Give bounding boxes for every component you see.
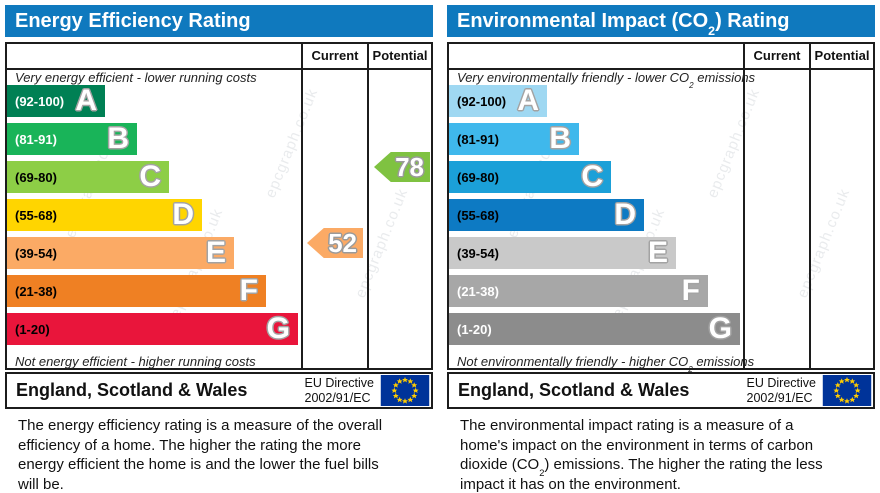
- eu-directive-label: EU Directive 2002/91/EC: [304, 375, 374, 405]
- band-row-E: (39-54) E: [449, 237, 873, 275]
- band-bar-E: (39-54) E: [449, 237, 676, 269]
- band-bar-F: (21-38) F: [449, 275, 708, 307]
- band-letter: D: [172, 198, 194, 231]
- bottom-note: Not energy efficient - higher running co…: [15, 354, 256, 369]
- current-column-header: Current: [311, 48, 359, 63]
- region-footer: England, Scotland & Wales EU Directive 20…: [447, 372, 875, 409]
- potential-column-divider: [809, 44, 811, 368]
- band-letter: D: [614, 198, 636, 231]
- band-row-B: (81-91) B: [7, 123, 431, 161]
- chart-body: Very energy efficient - lower running co…: [7, 70, 431, 369]
- band-range-label: (21-38): [15, 283, 57, 299]
- band-row-A: (92-100) A: [449, 85, 873, 123]
- co2-rating-chart: epcgraph.co.uk epcgraph.co.uk epcgraph.c…: [447, 42, 875, 374]
- band-letter: A: [75, 84, 97, 117]
- energy-rating-description: The energy efficiency rating is a measur…: [18, 417, 383, 493]
- potential-column-header: Potential: [372, 48, 428, 63]
- potential-column-header: Potential: [814, 48, 870, 63]
- current-column-divider: [301, 44, 303, 368]
- band-row-F: (21-38) F: [449, 275, 873, 313]
- band-letter: F: [239, 274, 258, 307]
- energy-efficiency-panel: Energy Efficiency Rating epcgraph.co.uk …: [5, 5, 433, 493]
- band-row-G: (1-20) G: [449, 313, 873, 351]
- band-row-D: (55-68) D: [7, 199, 431, 237]
- band-range-label: (39-54): [457, 245, 499, 261]
- top-note: Very environmentally friendly - lower CO…: [457, 70, 756, 90]
- band-letter: E: [647, 236, 668, 269]
- band-range-label: (55-68): [457, 207, 499, 223]
- band-bar-A: (92-100) A: [449, 85, 547, 117]
- band-bar-C: (69-80) C: [449, 161, 611, 193]
- current-column-header: Current: [753, 48, 801, 63]
- title-text: Energy Efficiency Rating: [15, 10, 251, 32]
- band-bar-F: (21-38) F: [7, 275, 266, 307]
- band-bar-B: (81-91) B: [7, 123, 137, 155]
- potential-rating-value: 78: [395, 151, 424, 182]
- band-range-label: (1-20): [15, 321, 50, 337]
- band-letter: E: [205, 236, 226, 269]
- band-letter: C: [139, 160, 161, 193]
- band-row-B: (81-91) B: [449, 123, 873, 161]
- band-row-A: (92-100) A: [7, 85, 431, 123]
- bands-area: (92-100) A (81-91) B (69-80) C (55-68) D (39-54)…: [449, 85, 873, 351]
- band-letter: B: [549, 122, 571, 155]
- bands-area: (92-100) A (81-91) B (69-80) C (55-68) D (39-54)…: [7, 85, 431, 351]
- band-row-D: (55-68) D: [449, 199, 873, 237]
- band-letter: F: [681, 274, 700, 307]
- band-letter: A: [517, 84, 539, 117]
- chart-body: Very environmentally friendly - lower CO…: [449, 70, 873, 374]
- current-column-divider: [743, 44, 745, 368]
- environmental-impact-panel: Environmental Impact (CO2) Rating epcgra…: [447, 5, 875, 493]
- band-range-label: (55-68): [15, 207, 57, 223]
- eu-directive-label: EU Directive 2002/91/EC: [746, 375, 816, 405]
- energy-efficiency-title: Energy Efficiency Rating: [5, 5, 433, 37]
- band-bar-B: (81-91) B: [449, 123, 579, 155]
- energy-rating-chart: epcgraph.co.uk epcgraph.co.uk epcgraph.c…: [5, 42, 433, 370]
- band-range-label: (69-80): [15, 169, 57, 185]
- band-letter: C: [581, 160, 603, 193]
- band-row-G: (1-20) G: [7, 313, 431, 351]
- band-row-C: (69-80) C: [449, 161, 873, 199]
- chart-header-row: Current Potential: [7, 44, 431, 70]
- current-rating-value: 52: [328, 227, 357, 258]
- title-subscript: 2: [708, 24, 716, 39]
- band-row-E: (39-54) E: [7, 237, 431, 275]
- top-note: Very energy efficient - lower running co…: [15, 70, 257, 85]
- band-range-label: (21-38): [457, 283, 499, 299]
- band-range-label: (92-100): [15, 93, 65, 109]
- band-letter: B: [107, 122, 129, 155]
- band-range-label: (39-54): [15, 245, 57, 261]
- chart-header-row: Current Potential: [449, 44, 873, 70]
- band-range-label: (92-100): [457, 93, 507, 109]
- band-bar-G: (1-20) G: [7, 313, 298, 345]
- band-range-label: (69-80): [457, 169, 499, 185]
- band-bar-G: (1-20) G: [449, 313, 740, 345]
- band-range-label: (81-91): [457, 131, 499, 147]
- region-footer: England, Scotland & Wales EU Directive 20…: [5, 372, 433, 409]
- band-bar-C: (69-80) C: [7, 161, 169, 193]
- band-bar-E: (39-54) E: [7, 237, 234, 269]
- eu-flag-icon: [822, 375, 872, 406]
- band-bar-D: (55-68) D: [449, 199, 644, 231]
- band-letter: G: [708, 312, 732, 345]
- band-row-F: (21-38) F: [7, 275, 431, 313]
- region-label: England, Scotland & Wales: [458, 380, 690, 400]
- band-bar-D: (55-68) D: [7, 199, 202, 231]
- band-bar-A: (92-100) A: [7, 85, 105, 117]
- environmental-impact-title: Environmental Impact (CO2) Rating: [447, 5, 875, 39]
- potential-column-divider: [367, 44, 369, 368]
- band-row-C: (69-80) C: [7, 161, 431, 199]
- eu-flag-icon: [380, 375, 430, 406]
- title-text: Environmental Impact (CO: [457, 10, 709, 32]
- region-label: England, Scotland & Wales: [16, 380, 248, 400]
- bottom-note: Not environmentally friendly - higher CO…: [457, 354, 755, 374]
- co2-rating-description: The environmental impact rating is a mea…: [460, 417, 823, 493]
- band-range-label: (1-20): [457, 321, 492, 337]
- title-text-suffix: ) Rating: [715, 10, 790, 32]
- band-letter: G: [266, 312, 290, 345]
- band-range-label: (81-91): [15, 131, 57, 147]
